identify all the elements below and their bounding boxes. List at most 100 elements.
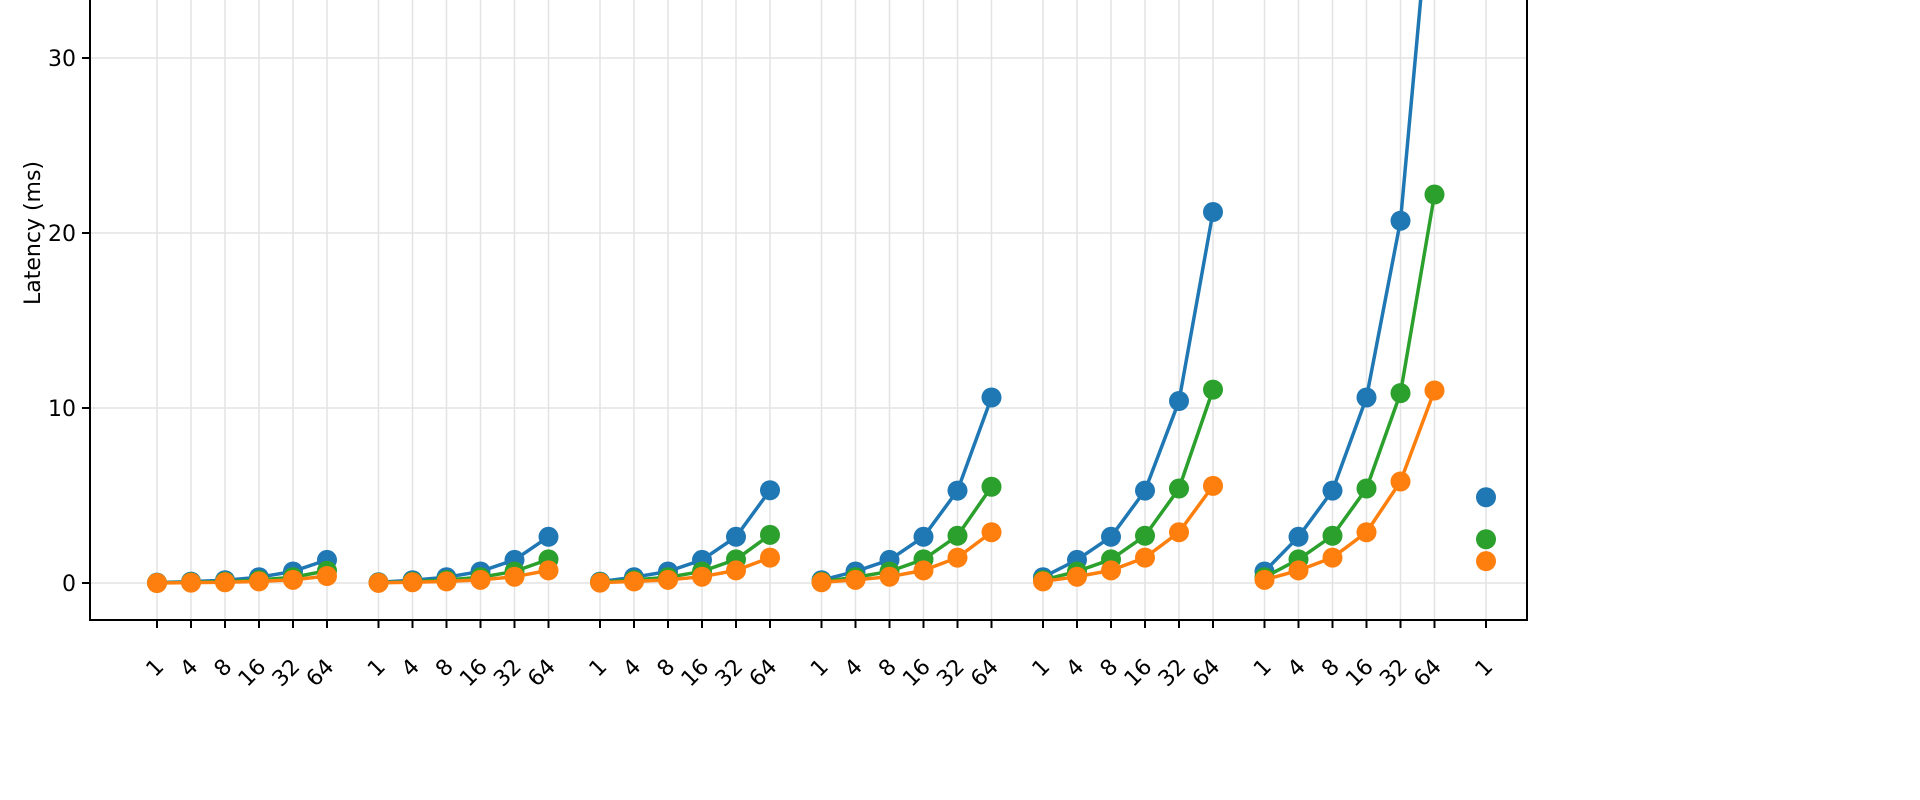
x-tick-label: 1 [142, 655, 170, 683]
orange-data-point [658, 569, 678, 590]
orange-data-point [913, 560, 934, 581]
orange-data-point [147, 573, 167, 593]
y-tick-label: 20 [48, 222, 76, 247]
orange-data-point [1288, 560, 1309, 581]
orange-data-point [1476, 551, 1496, 572]
x-tick-label: 16 [677, 655, 714, 692]
x-tick-label: 32 [1154, 655, 1191, 692]
green-data-point [1135, 525, 1155, 546]
green-data-point [981, 476, 1002, 497]
orange-data-point [436, 571, 457, 592]
x-tick-label: 32 [711, 655, 748, 692]
y-tick-label: 10 [48, 397, 76, 422]
blue-data-point [1322, 480, 1343, 501]
x-tick-label: 16 [1341, 655, 1378, 692]
orange-data-point [181, 572, 201, 593]
x-tick-label: 4 [176, 655, 204, 683]
x-tick-label: 64 [966, 655, 1003, 692]
green-data-point [1390, 383, 1411, 404]
blue-data-point [1356, 387, 1377, 408]
green-data-point [1356, 478, 1377, 499]
blue-data-point [913, 526, 934, 547]
y-tick-label: 0 [62, 572, 76, 597]
orange-data-point [726, 560, 746, 581]
orange-data-point [1067, 566, 1087, 587]
green-data-point [1169, 478, 1189, 499]
series-lines [147, 0, 1496, 593]
blue-data-point [1390, 210, 1411, 231]
orange-data-point [504, 566, 525, 587]
orange-data-point [1203, 475, 1223, 496]
x-tick-label: 8 [874, 655, 902, 683]
x-tick-label: 32 [489, 655, 526, 692]
orange-data-point [249, 571, 269, 592]
x-tick-label: 4 [1062, 655, 1090, 683]
orange-data-point [1424, 380, 1445, 401]
orange-data-point [1033, 571, 1053, 592]
orange-data-point [1254, 569, 1275, 590]
x-tick-label: 16 [234, 655, 271, 692]
green-data-point [1424, 184, 1445, 205]
blue-data-point [981, 387, 1002, 408]
orange-data-point [215, 572, 235, 593]
x-tick-label: 32 [932, 655, 969, 692]
orange-data-point [947, 547, 968, 568]
x-tick-label: 8 [1317, 655, 1345, 683]
orange-data-point [845, 569, 866, 590]
orange-data-point [317, 566, 337, 586]
green-series-line [1263, 194, 1437, 579]
orange-data-point [760, 547, 780, 568]
blue-data-point [760, 480, 780, 501]
blue-data-point [1135, 480, 1155, 501]
orange-data-point [1135, 547, 1155, 568]
blue-data-point [726, 526, 746, 547]
x-tick-label: 1 [363, 655, 391, 683]
orange-data-point [283, 569, 303, 590]
x-tick-label: 1 [1028, 655, 1056, 683]
x-tick-label: 1 [1249, 655, 1277, 683]
x-tick-label: 8 [653, 655, 681, 683]
green-data-point [1203, 379, 1223, 400]
x-tick-label: 4 [840, 655, 868, 683]
orange-data-point [402, 572, 423, 593]
x-tick-label: 64 [523, 655, 560, 692]
blue-data-point [538, 526, 559, 547]
blue-data-point [1476, 487, 1496, 508]
orange-data-point [590, 572, 610, 593]
orange-data-point [1322, 547, 1343, 568]
x-tick-label: 16 [455, 655, 492, 692]
x-tick-label: 8 [431, 655, 459, 683]
green-data-point [1322, 525, 1343, 546]
x-tick-label: 1 [806, 655, 834, 683]
x-tick-label: 4 [397, 655, 425, 683]
axes-frame [89, 0, 1528, 621]
x-tick-label: 64 [302, 655, 339, 692]
orange-data-point [538, 560, 559, 581]
orange-data-point [368, 572, 389, 593]
orange-data-point [1169, 522, 1189, 543]
blue-data-point [1101, 526, 1121, 547]
x-tick-label: 64 [745, 655, 782, 692]
green-data-point [947, 525, 968, 546]
blue-data-point [947, 480, 968, 501]
orange-data-point [692, 566, 712, 587]
x-tick-label: 8 [1096, 655, 1124, 683]
blue-data-point [1203, 202, 1223, 222]
orange-data-point [1101, 560, 1121, 581]
x-tick-label: 8 [210, 655, 238, 683]
orange-data-point [879, 566, 900, 587]
x-tick-label: 4 [1283, 655, 1311, 683]
x-tick-label: 16 [1120, 655, 1157, 692]
grid [90, 0, 1527, 620]
orange-data-point [981, 522, 1002, 543]
y-tick-label: 30 [48, 47, 76, 72]
y-axis-label: Latency (ms) [21, 161, 46, 305]
orange-data-point [1356, 522, 1377, 543]
orange-data-point [470, 569, 491, 590]
orange-data-point [811, 572, 832, 593]
green-data-point [760, 524, 780, 545]
green-data-point [1476, 529, 1496, 550]
x-tick-label: 4 [619, 655, 647, 683]
